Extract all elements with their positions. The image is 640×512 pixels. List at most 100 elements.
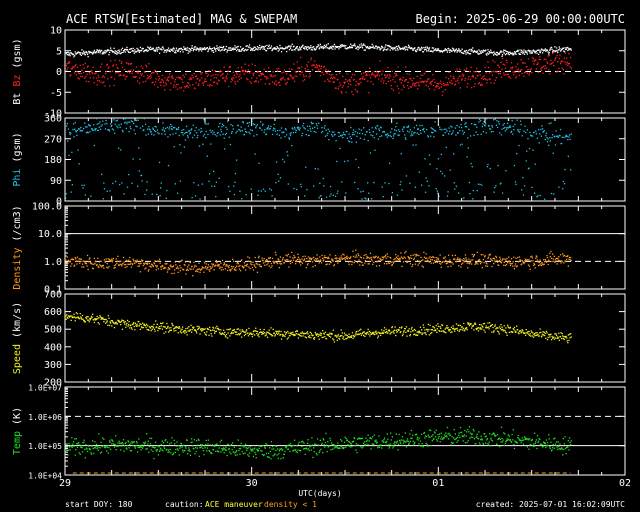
data-point-density [271,257,274,259]
data-point-speed [73,313,75,315]
data-point-phi [307,129,309,132]
data-point-phi [389,135,391,137]
data-point-speed [192,326,194,328]
data-point-speed [173,328,175,330]
data-point-phi [377,125,379,127]
data-point-mag [320,65,323,67]
data-point-phi [310,130,312,132]
data-point-density [183,269,185,271]
data-point-density [229,270,232,272]
data-point-mag [568,63,571,65]
data-point-phi [368,192,370,194]
data-point-mag [297,70,300,73]
data-point-phi [140,174,143,177]
data-point-phi [228,136,230,138]
data-point-phi [261,129,263,131]
data-point-speed [369,335,371,337]
data-point-mag [216,48,219,50]
data-point-phi [318,197,320,199]
data-point-mag [518,52,520,55]
data-point-speed [99,316,102,318]
data-point-density [557,257,559,259]
data-point-mag [231,77,233,79]
data-point-mag [124,48,126,51]
data-point-phi [111,124,113,127]
data-point-mag [195,49,197,51]
data-point-mag [334,45,337,47]
data-point-mag [311,65,313,67]
data-point-mag [315,66,317,68]
data-point-mag [109,71,111,73]
data-point-mag [286,81,288,84]
data-point-mag [259,72,261,74]
data-point-phi [197,134,199,137]
data-point-temp [70,444,72,446]
series-Bt [65,43,572,58]
data-point-speed [345,334,347,336]
data-point-density [537,261,539,263]
data-point-mag [381,73,383,76]
data-point-density [464,254,467,256]
data-point-speed [552,337,554,339]
data-point-mag [319,43,321,45]
data-point-density [65,255,67,257]
data-point-density [281,260,283,262]
data-point-speed [314,331,316,334]
data-point-mag [507,73,509,75]
data-point-speed [224,331,226,333]
data-point-mag [418,84,420,87]
data-point-density [368,256,370,259]
data-point-speed [175,326,178,328]
data-point-mag [282,78,284,80]
data-point-speed [300,335,302,337]
data-point-speed [558,332,560,334]
data-point-mag [540,68,542,70]
data-point-density [289,262,292,265]
data-point-mag [322,71,324,73]
data-point-mag [172,50,174,52]
data-point-mag [108,85,111,87]
data-point-density [194,270,197,272]
data-point-phi [172,133,174,135]
data-point-mag [93,52,95,54]
data-point-phi [74,128,76,130]
data-point-phi [70,132,72,134]
data-point-phi [351,134,354,136]
data-point-density [81,266,83,268]
data-point-density [457,258,459,261]
data-point-mag [246,49,248,52]
data-point-speed [517,329,519,331]
data-point-density [277,258,279,260]
data-point-mag [173,86,175,88]
data-point-speed [70,315,72,317]
data-point-mag [437,85,439,87]
data-point-mag [467,83,469,85]
data-point-speed [433,330,435,332]
data-point-mag [147,46,149,48]
data-point-phi [426,128,428,131]
data-point-density [106,266,108,268]
data-point-phi [138,170,140,172]
data-point-mag [272,71,274,73]
data-point-density [478,259,480,261]
data-point-speed [318,334,320,336]
data-point-phi [480,120,482,122]
data-point-mag [478,53,481,55]
data-point-mag [304,67,306,70]
data-point-mag [500,76,503,78]
data-point-density [288,260,291,262]
data-point-mag [156,47,158,49]
data-point-phi [517,129,519,131]
data-point-speed [329,332,331,334]
data-point-density [355,254,357,256]
data-point-mag [291,76,293,79]
data-point-density [548,259,550,261]
data-point-mag [347,86,349,88]
data-point-mag [67,67,69,69]
data-point-phi [294,128,296,130]
data-point-density [279,262,281,264]
data-point-phi [105,119,107,122]
data-point-speed [140,323,142,326]
data-point-mag [358,84,360,86]
data-point-mag [280,47,282,50]
